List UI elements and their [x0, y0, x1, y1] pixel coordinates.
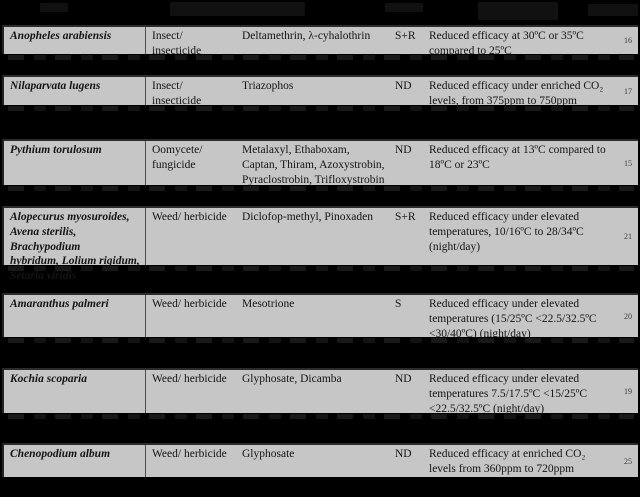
status-cell: S+R: [395, 30, 416, 42]
pesticides-cell: Mesotrione: [242, 298, 295, 310]
effect-cell: Reduced efficacy under elevated temperat…: [429, 373, 587, 415]
reference-number: 15: [624, 158, 632, 168]
species-cell: Amaranthus palmeri: [10, 298, 109, 310]
pesticides-cell: Deltamethrin, λ-cyhalothrin: [242, 30, 371, 42]
effect-cell: Reduced efficacy at 13ºC compared to 18º…: [429, 144, 606, 171]
species-cell: Nilaparvata lugens: [10, 80, 101, 92]
pesticides-cell: Glyphosate: [242, 448, 295, 460]
type-cell: Insect/ insecticide: [152, 80, 202, 107]
redacted-header-fragment: [170, 2, 305, 16]
status-cell: S: [395, 298, 402, 310]
table-row: Pythium torulosum Oomycete/ fungicide Me…: [2, 139, 638, 191]
effect-cell: Reduced efficacy under enriched CO₂ leve…: [429, 80, 604, 107]
species-cell: Alopecurus myosuroides, Avena sterilis, …: [10, 211, 140, 283]
status-cell: ND: [395, 80, 412, 92]
table-row: Chenopodium album Weed/ herbicide Glypho…: [2, 443, 638, 477]
table-row: Kochia scoparia Weed/ herbicide Glyphosa…: [2, 368, 638, 419]
redacted-header-fragment: [385, 3, 423, 12]
pesticides-cell: Glyphosate, Dicamba: [242, 373, 342, 385]
type-cell: Weed/ herbicide: [152, 211, 227, 223]
type-cell: Weed/ herbicide: [152, 373, 227, 385]
type-cell: Weed/ herbicide: [152, 448, 227, 460]
type-cell: Oomycete/ fungicide: [152, 144, 203, 171]
table-row: Alopecurus myosuroides, Avena sterilis, …: [2, 206, 638, 282]
effect-cell: Reduced efficacy under elevated temperat…: [429, 211, 584, 253]
effect-cell: Reduced efficacy at enriched CO₂ levels …: [429, 448, 586, 475]
species-cell: Anopheles arabiensis: [10, 30, 112, 42]
type-cell: Insect/ insecticide: [152, 30, 202, 57]
effect-cell: Reduced efficacy under elevated temperat…: [429, 298, 597, 340]
redacted-header-fragment: [40, 3, 68, 12]
effect-cell: Reduced efficacy at 30ºC or 35ºC compare…: [429, 30, 584, 57]
reference-number: 19: [624, 387, 632, 396]
redacted-header-fragment: [588, 4, 638, 16]
table-row: Nilaparvata lugens Insect/ insecticide T…: [2, 75, 638, 111]
species-cell: Chenopodium album: [10, 448, 111, 460]
reference-number: 17: [624, 86, 632, 96]
reference-number: 25: [624, 456, 632, 466]
reference-number: 21: [624, 232, 632, 241]
status-cell: ND: [395, 448, 412, 460]
pesticides-cell: Diclofop-methyl, Pinoxaden: [242, 211, 373, 223]
species-cell: Pythium torulosum: [10, 144, 102, 156]
pesticides-cell: Metalaxyl, Ethaboxam, Captan, Thiram, Az…: [242, 144, 385, 186]
type-cell: Weed/ herbicide: [152, 298, 227, 310]
reference-number: 16: [624, 36, 632, 45]
pesticides-cell: Triazophos: [242, 80, 294, 92]
table-row: Anopheles arabiensis Insect/ insecticide…: [2, 25, 638, 60]
redacted-header-fragment: [478, 2, 558, 20]
species-cell: Kochia scoparia: [10, 373, 87, 385]
status-cell: ND: [395, 144, 412, 156]
status-cell: ND: [395, 373, 412, 385]
table-row: Amaranthus palmeri Weed/ herbicide Mesot…: [2, 293, 638, 343]
reference-number: 20: [624, 311, 632, 321]
status-cell: S+R: [395, 211, 416, 223]
